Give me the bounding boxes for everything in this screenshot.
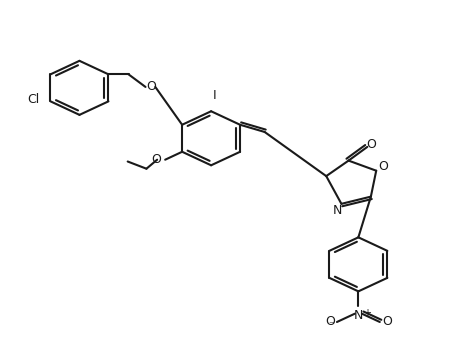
Text: +: +: [363, 307, 371, 318]
Text: N: N: [354, 309, 363, 322]
Text: O: O: [325, 315, 335, 329]
Text: Cl: Cl: [27, 93, 40, 106]
Text: O: O: [366, 138, 376, 151]
Text: I: I: [213, 89, 216, 102]
Text: N: N: [332, 204, 342, 217]
Text: O: O: [378, 160, 388, 173]
Text: O: O: [382, 315, 392, 329]
Text: O: O: [146, 81, 156, 93]
Text: ⁻: ⁻: [329, 320, 335, 330]
Text: O: O: [151, 153, 161, 166]
